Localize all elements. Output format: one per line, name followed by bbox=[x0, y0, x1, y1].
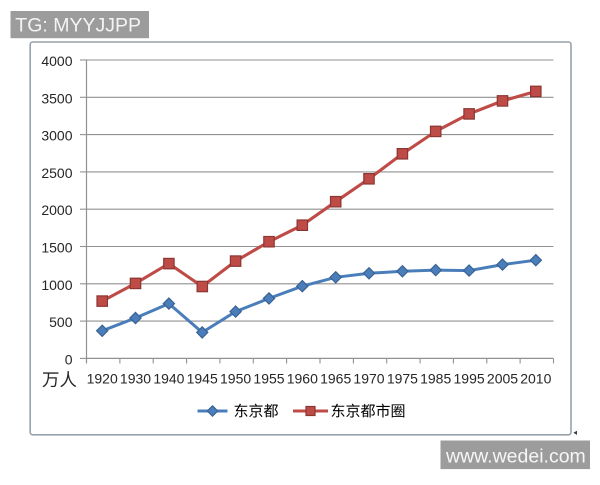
svg-text:1930: 1930 bbox=[120, 371, 151, 387]
svg-text:2005: 2005 bbox=[487, 371, 518, 387]
svg-text:1970: 1970 bbox=[353, 371, 384, 387]
svg-text:500: 500 bbox=[49, 314, 73, 330]
svg-text:1995: 1995 bbox=[454, 371, 485, 387]
svg-text:1985: 1985 bbox=[420, 371, 451, 387]
svg-text:1500: 1500 bbox=[41, 240, 72, 256]
svg-text:1965: 1965 bbox=[320, 371, 351, 387]
svg-text:3000: 3000 bbox=[41, 128, 72, 144]
svg-text:www.wedei.com: www.wedei.com bbox=[445, 446, 586, 468]
svg-text:1945: 1945 bbox=[187, 371, 218, 387]
svg-text:1960: 1960 bbox=[287, 371, 318, 387]
svg-text:2010: 2010 bbox=[520, 371, 551, 387]
svg-text:1940: 1940 bbox=[153, 371, 184, 387]
svg-text:4000: 4000 bbox=[41, 53, 72, 69]
svg-text:1950: 1950 bbox=[220, 371, 251, 387]
svg-text:1920: 1920 bbox=[87, 371, 118, 387]
svg-text:3500: 3500 bbox=[41, 90, 72, 106]
svg-text:1955: 1955 bbox=[253, 371, 284, 387]
svg-text:1000: 1000 bbox=[41, 277, 72, 293]
svg-text:0: 0 bbox=[65, 351, 73, 367]
svg-text:2000: 2000 bbox=[41, 202, 72, 218]
svg-text:1975: 1975 bbox=[387, 371, 418, 387]
svg-text:2500: 2500 bbox=[41, 165, 72, 181]
svg-text:TG: MYYJJPP: TG: MYYJJPP bbox=[15, 14, 141, 36]
